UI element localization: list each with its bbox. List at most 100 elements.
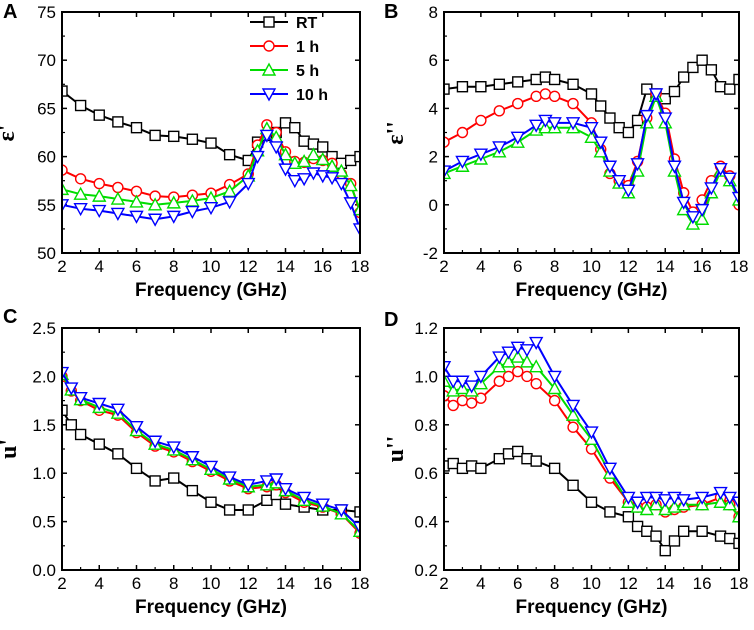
plot-frame-c	[61, 327, 361, 571]
data-point-b-3	[722, 172, 737, 186]
data-point-d-1	[530, 377, 542, 390]
y-tick-label-a: 70	[37, 51, 56, 70]
data-point-d-3	[676, 494, 691, 508]
data-point-b-0	[631, 114, 644, 127]
data-point-a-2	[110, 191, 126, 205]
x-tick-label-a: 2	[57, 257, 66, 276]
data-point-c-0	[93, 438, 105, 450]
x-axis-title-d: Frequency (GHz)	[515, 597, 667, 618]
x-tick-label-a: 6	[132, 257, 141, 276]
data-point-a-3	[129, 210, 144, 224]
y-tick-label-b: 6	[429, 51, 438, 70]
y-tick-label-b: 8	[429, 3, 438, 22]
data-point-a-3	[147, 213, 163, 227]
data-point-d-3	[547, 370, 562, 384]
data-point-a-0	[289, 121, 301, 134]
data-point-c-3	[269, 473, 284, 487]
x-tick-label-d: 4	[476, 574, 485, 593]
data-point-d-3	[639, 491, 654, 505]
data-point-a-2	[296, 153, 312, 168]
data-point-d-3	[492, 351, 507, 365]
x-tick-label-c: 10	[202, 574, 221, 593]
data-point-a-2	[306, 147, 321, 161]
x-axis-title-b: Frequency (GHz)	[515, 280, 667, 301]
data-point-a-0	[279, 117, 292, 129]
data-point-d-2	[510, 349, 525, 363]
data-point-c-0	[149, 475, 161, 487]
data-point-d-2	[565, 407, 581, 421]
data-point-c-0	[242, 504, 254, 516]
y-tick-label-b: 0	[429, 196, 438, 215]
data-point-d-0	[724, 532, 736, 545]
data-point-a-2	[73, 186, 88, 200]
data-point-d-0	[641, 525, 653, 537]
data-point-a-2	[352, 202, 360, 216]
legend-label-3: 10 h	[296, 87, 328, 104]
data-point-a-0	[317, 141, 329, 153]
data-point-a-2	[315, 152, 330, 166]
y-tick-label-b: 4	[429, 99, 438, 118]
data-point-d-0	[475, 462, 487, 475]
data-point-c-0	[62, 404, 68, 416]
x-tick-label-c: 18	[351, 574, 370, 593]
data-point-d-2	[529, 359, 544, 373]
data-point-b-3	[547, 117, 562, 131]
data-point-b-3	[510, 131, 525, 145]
x-tick-label-d: 10	[582, 574, 601, 593]
data-point-d-0	[650, 530, 662, 542]
data-point-a-3	[110, 207, 126, 221]
data-point-d-0	[733, 537, 739, 550]
y-tick-label-c: 1.0	[32, 464, 56, 483]
x-tick-label-c: 14	[276, 574, 295, 593]
data-point-a-3	[334, 177, 349, 192]
data-point-b-0	[668, 85, 681, 98]
data-point-c-3	[334, 504, 349, 518]
series-a-5h	[62, 121, 360, 216]
data-point-a-3	[343, 197, 358, 211]
x-tick-label-b: 6	[513, 257, 522, 276]
data-point-b-3	[658, 112, 673, 126]
series-line-b-1	[444, 92, 739, 213]
legend-label-0: RT	[296, 15, 318, 32]
y-tick-label-a: 75	[37, 3, 56, 22]
data-point-b-1	[548, 90, 561, 103]
data-point-c-0	[74, 428, 87, 441]
data-point-b-0	[585, 88, 598, 100]
data-point-b-0	[659, 93, 671, 105]
data-point-a-0	[168, 130, 180, 143]
data-point-a-3	[241, 177, 256, 192]
data-point-c-3	[110, 403, 126, 417]
data-point-a-0	[223, 148, 236, 161]
data-point-b-1	[444, 136, 450, 148]
x-axis-title-a: Frequency (GHz)	[135, 280, 287, 301]
data-point-d-0	[604, 506, 616, 518]
y-axis-title-d: u''	[383, 436, 409, 463]
data-point-c-0	[168, 472, 180, 484]
x-tick-label-a: 8	[169, 257, 178, 276]
data-point-a-0	[149, 129, 161, 142]
legend-marker-1	[263, 40, 275, 52]
data-point-c-3	[62, 366, 70, 380]
x-tick-label-c: 8	[169, 574, 178, 593]
data-point-b-3	[565, 117, 581, 131]
data-point-a-0	[130, 121, 143, 134]
data-point-c-3	[166, 441, 181, 455]
data-point-b-3	[455, 155, 470, 169]
x-tick-label-b: 14	[656, 257, 675, 276]
data-point-b-0	[493, 78, 506, 91]
data-point-a-3	[287, 174, 302, 189]
legend-marker-0	[263, 16, 275, 28]
x-tick-label-a: 10	[202, 257, 221, 276]
data-point-c-3	[64, 382, 79, 396]
panel-c: C 2 4 6 8 10 12 14 16 18 0.0 0.5 1.0 1.5 2.0 2.5 Freque…	[0, 306, 369, 618]
data-point-c-3	[241, 479, 256, 493]
data-point-c-3	[147, 435, 163, 449]
data-point-c-0	[112, 448, 124, 460]
panel-label-a: A	[3, 1, 17, 23]
data-point-b-0	[444, 83, 450, 95]
data-point-c-0	[261, 494, 273, 507]
x-tick-label-b: 2	[439, 257, 448, 276]
data-point-b-0	[530, 73, 542, 86]
data-point-b-3	[529, 119, 544, 133]
data-point-a-2	[324, 158, 340, 172]
